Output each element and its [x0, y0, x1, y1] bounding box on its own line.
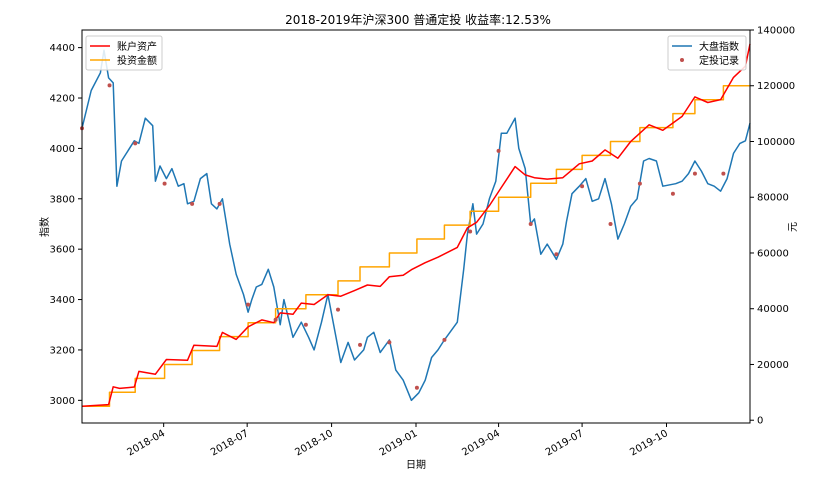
series-line-index	[81, 49, 751, 402]
x-tick-label-2: 2018-10	[293, 428, 335, 458]
legend-label-invested: 投资金额	[117, 54, 157, 67]
right-tick-label-6: 120000	[757, 81, 795, 92]
y-axis-label-left: 指数	[38, 217, 51, 237]
marker-point-8	[303, 322, 308, 327]
left-tick-label-4: 3800	[50, 194, 75, 205]
left-tick-label-1: 3200	[50, 345, 75, 356]
chart-title: 2018-2019年沪深300 普通定投 收益率:12.53%	[285, 12, 551, 27]
plot-area	[82, 30, 750, 423]
marker-point-13	[442, 337, 447, 342]
legend-right-box	[667, 35, 747, 71]
right-tick-label-5: 100000	[757, 137, 795, 148]
marker-point-11	[387, 340, 392, 345]
marker-point-10	[358, 342, 363, 347]
right-axis-ticks: 0 20000 40000 60000 80000 100000 120000 140000	[750, 26, 795, 427]
marker-point-19	[608, 221, 613, 226]
marker-point-15	[496, 148, 501, 153]
marker-point-4	[190, 201, 195, 206]
series-line-invested	[82, 84, 750, 408]
left-tick-label-3: 3600	[50, 245, 75, 256]
right-tick-label-1: 20000	[757, 360, 789, 371]
right-tick-label-2: 40000	[757, 304, 789, 315]
marker-point-23	[721, 171, 726, 176]
left-tick-label-6: 4200	[50, 94, 75, 105]
marker-point-9	[336, 307, 341, 312]
legend-label-markers: 定投记录	[699, 54, 739, 67]
marker-point-2	[133, 141, 138, 146]
series-line-assets	[81, 43, 751, 408]
x-tick-label-3: 2019-01	[378, 428, 420, 458]
marker-point-5	[217, 201, 222, 206]
left-tick-label-2: 3400	[50, 295, 75, 306]
marker-point-22	[692, 171, 697, 176]
legend-swatch-markers	[680, 58, 684, 62]
left-tick-label-5: 4000	[50, 144, 75, 155]
right-tick-label-3: 60000	[757, 248, 789, 259]
marker-point-16	[528, 221, 533, 226]
x-tick-label-5: 2019-07	[544, 428, 586, 458]
marker-point-21	[670, 191, 675, 196]
right-tick-label-0: 0	[757, 416, 763, 427]
series-layer	[80, 43, 751, 408]
legend-left: 账户资产 投资金额	[85, 35, 163, 71]
marker-point-3	[162, 181, 167, 186]
plot-frame	[81, 29, 751, 424]
legend-right: 大盘指数 定投记录	[667, 35, 747, 71]
marker-point-20	[637, 181, 642, 186]
marker-point-6	[246, 302, 251, 307]
x-axis-label: 日期	[406, 459, 426, 471]
legend-label-index: 大盘指数	[699, 40, 739, 53]
left-tick-label-0: 3000	[50, 396, 75, 407]
x-tick-label-0: 2018-04	[125, 428, 167, 458]
marker-point-14	[468, 229, 473, 234]
x-tick-label-6: 2019-10	[628, 428, 670, 458]
x-axis-ticks: 2018-04 2018-07 2018-10 2019-01 2019-04 2019-…	[125, 423, 670, 458]
right-tick-label-7: 140000	[757, 26, 795, 37]
x-tick-label-1: 2018-07	[209, 428, 251, 458]
right-tick-label-4: 80000	[757, 193, 789, 204]
marker-point-17	[554, 252, 559, 257]
y-axis-label-right: 元	[788, 222, 799, 232]
left-axis-ticks: 3000 3200 3400 3600 3800 4000 4200 4400	[50, 43, 82, 407]
marker-point-1	[107, 83, 112, 88]
legend-left-box	[85, 35, 163, 71]
legend-label-assets: 账户资产	[117, 40, 157, 53]
marker-point-12	[414, 385, 419, 390]
marker-point-18	[580, 184, 585, 189]
x-tick-label-4: 2019-04	[460, 428, 502, 458]
left-tick-label-7: 4400	[50, 43, 75, 54]
marker-point-7	[273, 317, 278, 322]
